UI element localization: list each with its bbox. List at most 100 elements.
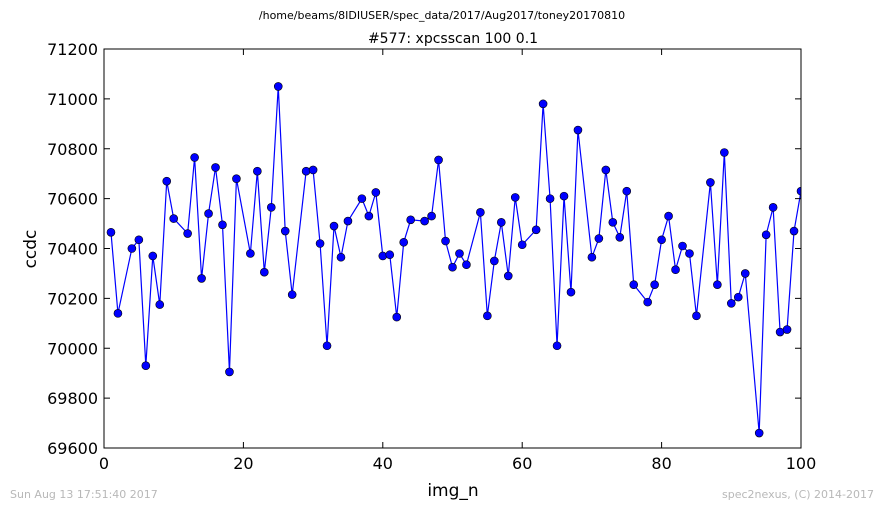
data-point bbox=[246, 249, 255, 258]
data-point bbox=[399, 237, 409, 247]
data-point bbox=[789, 226, 799, 236]
data-point bbox=[622, 186, 632, 196]
data-point bbox=[280, 226, 290, 236]
data-point bbox=[392, 312, 402, 322]
data-point bbox=[322, 341, 332, 351]
y-axis-label: ccdc bbox=[21, 230, 41, 269]
data-point bbox=[357, 194, 367, 203]
data-point bbox=[545, 194, 555, 203]
data-point bbox=[308, 165, 318, 175]
data-point bbox=[434, 155, 443, 165]
data-point bbox=[629, 280, 639, 289]
data-point bbox=[510, 193, 520, 202]
data-point bbox=[657, 235, 666, 245]
data-point bbox=[761, 230, 771, 240]
data-point bbox=[643, 297, 652, 307]
data-point bbox=[503, 271, 513, 281]
data-point bbox=[448, 262, 457, 272]
data-point bbox=[127, 244, 137, 253]
data-point bbox=[476, 208, 485, 217]
data-point bbox=[441, 236, 450, 246]
data-point bbox=[225, 367, 234, 377]
x-tick-label: 80 bbox=[651, 454, 671, 473]
data-point bbox=[260, 267, 269, 277]
footer-credit: spec2nexus, (C) 2014-2017 bbox=[722, 488, 874, 501]
data-point bbox=[315, 239, 325, 248]
y-tick-label: 70400 bbox=[47, 240, 98, 259]
data-point bbox=[706, 178, 715, 187]
y-tick-label: 69800 bbox=[47, 389, 98, 408]
data-point bbox=[608, 218, 618, 227]
chart-title: #577: xpcsscan 100 0.1 bbox=[368, 31, 538, 47]
y-tick-label: 70200 bbox=[47, 289, 98, 308]
x-tick-label: 40 bbox=[373, 454, 393, 473]
x-axis-label: img_n bbox=[427, 481, 478, 501]
data-point bbox=[483, 311, 492, 321]
data-point bbox=[287, 290, 297, 299]
x-tick-label: 60 bbox=[512, 454, 532, 473]
data-point bbox=[183, 229, 192, 238]
data-point bbox=[427, 211, 436, 221]
y-tick-label: 70800 bbox=[47, 140, 98, 159]
data-point bbox=[169, 214, 178, 223]
data-point bbox=[162, 176, 172, 186]
series-line bbox=[110, 86, 801, 434]
data-point bbox=[218, 220, 227, 230]
data-point bbox=[371, 188, 381, 197]
data-point bbox=[726, 299, 736, 308]
data-point bbox=[490, 256, 499, 266]
y-tick-label: 70000 bbox=[47, 339, 98, 358]
footer-timestamp: Sun Aug 13 17:51:40 2017 bbox=[10, 488, 158, 501]
data-point bbox=[385, 250, 395, 260]
y-tick-label: 71200 bbox=[47, 40, 98, 59]
x-tick-label: 20 bbox=[233, 454, 253, 473]
data-point bbox=[601, 165, 611, 175]
data-point bbox=[559, 191, 569, 201]
data-point bbox=[273, 82, 283, 91]
data-point bbox=[685, 249, 694, 258]
data-point bbox=[406, 215, 415, 225]
data-point bbox=[204, 209, 213, 218]
data-point bbox=[720, 148, 729, 157]
data-point bbox=[678, 241, 687, 251]
data-point bbox=[517, 240, 527, 250]
data-point bbox=[713, 280, 722, 289]
data-point bbox=[378, 251, 388, 261]
data-point bbox=[364, 211, 374, 221]
data-point bbox=[329, 221, 339, 231]
y-tick-label: 69600 bbox=[47, 439, 98, 458]
data-point bbox=[266, 203, 276, 212]
data-point bbox=[301, 166, 311, 176]
data-point bbox=[496, 218, 506, 227]
y-tick-label: 70600 bbox=[47, 190, 98, 209]
data-point bbox=[733, 292, 743, 302]
data-point bbox=[664, 211, 673, 221]
data-point bbox=[768, 203, 778, 212]
data-point bbox=[462, 260, 471, 270]
data-point bbox=[190, 153, 199, 162]
data-point bbox=[796, 186, 801, 196]
data-point bbox=[455, 249, 464, 258]
y-tick-label: 71000 bbox=[47, 90, 98, 109]
data-point bbox=[782, 325, 792, 334]
data-point bbox=[692, 311, 701, 321]
data-point bbox=[253, 166, 262, 176]
data-point bbox=[587, 252, 597, 262]
data-point bbox=[148, 251, 158, 261]
data-point bbox=[134, 235, 144, 245]
data-point bbox=[155, 300, 165, 309]
data-point bbox=[594, 234, 604, 243]
data-point bbox=[754, 428, 764, 438]
data-point bbox=[615, 232, 625, 242]
data-point bbox=[106, 227, 116, 237]
data-point bbox=[211, 163, 220, 172]
data-point bbox=[141, 361, 151, 371]
data-point bbox=[343, 216, 353, 226]
x-tick-label: 0 bbox=[99, 454, 109, 473]
data-point bbox=[566, 287, 576, 297]
data-point bbox=[552, 341, 562, 351]
data-point bbox=[671, 265, 680, 275]
data-point bbox=[538, 99, 548, 109]
data-point bbox=[420, 216, 429, 226]
